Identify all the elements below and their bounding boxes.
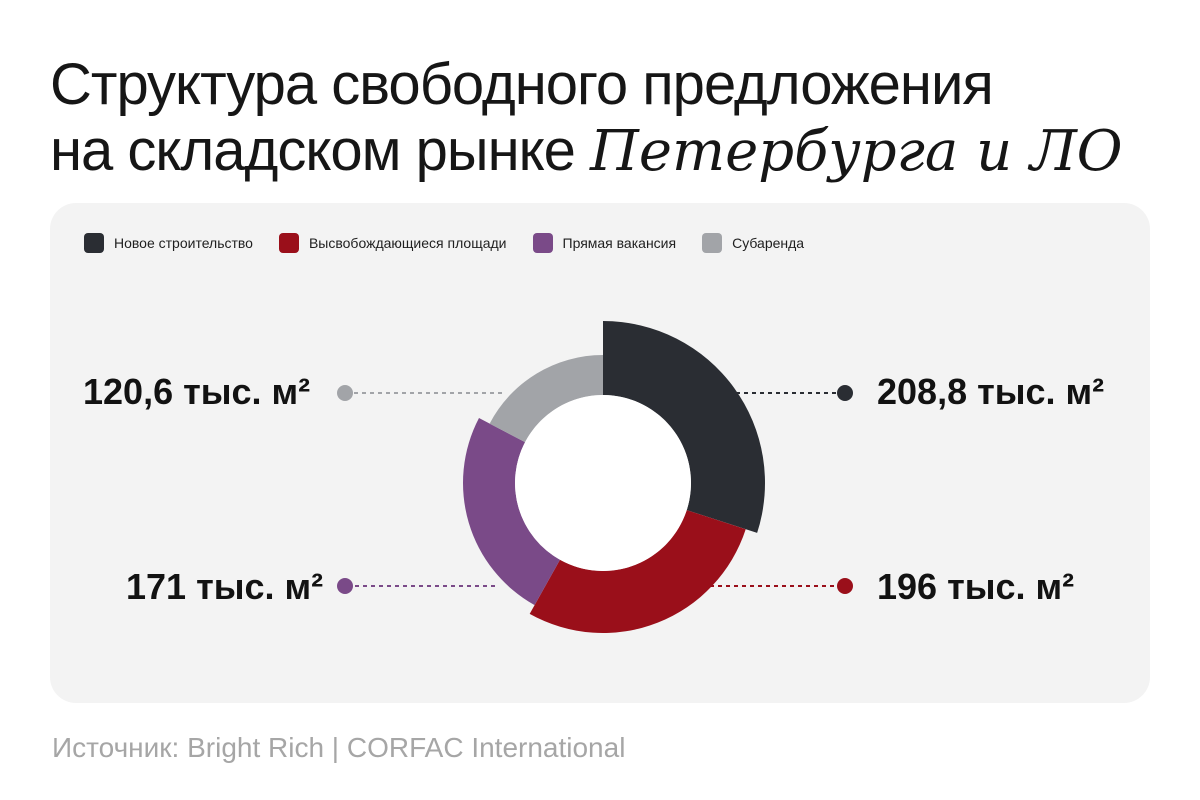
title-line-2-accent: Петербурга и ЛО xyxy=(590,119,1123,184)
legend-item-direct-vacancy: Прямая вакансия xyxy=(532,233,677,253)
slice-new-construction xyxy=(603,321,765,533)
donut-hole xyxy=(515,395,691,571)
value-label-direct-vacancy: 171 тыс. м² xyxy=(126,566,324,607)
chart-legend: Новое строительство Высвобождающиеся пло… xyxy=(84,233,830,253)
legend-swatch-direct-vacancy xyxy=(532,233,553,253)
connector-dot-direct-vacancy xyxy=(337,578,353,594)
title-line-2: на складском рынке Петербурга и ЛО xyxy=(50,118,1123,185)
title-line-2-plain: на складском рынке xyxy=(50,118,591,183)
slice-direct-vacancy xyxy=(463,418,560,606)
legend-item-new-construction: Новое строительство xyxy=(84,233,253,253)
chart-card: Новое строительство Высвобождающиеся пло… xyxy=(50,203,1150,703)
value-label-released-space: 196 тыс. м² xyxy=(877,566,1075,607)
legend-item-sublease: Субаренда xyxy=(702,233,804,253)
source-note: Источник: Bright Rich | CORFAC Internati… xyxy=(52,732,626,763)
page-title: Структура свободного предложения на скла… xyxy=(50,52,1123,185)
title-line-1: Структура свободного предложения xyxy=(50,52,994,117)
legend-label-direct-vacancy: Прямая вакансия xyxy=(562,235,677,251)
connector-dot-released-space xyxy=(837,578,853,594)
connector-dot-sublease xyxy=(337,385,353,401)
legend-label-new-construction: Новое строительство xyxy=(114,235,253,251)
legend-swatch-released-space xyxy=(278,233,299,253)
legend-label-released-space: Высвобождающиеся площади xyxy=(308,235,507,251)
value-label-sublease: 120,6 тыс. м² xyxy=(83,371,311,412)
slice-sublease xyxy=(489,355,603,443)
connector-dot-new-construction xyxy=(837,385,853,401)
slice-released-space xyxy=(529,510,746,633)
legend-label-sublease: Субаренда xyxy=(732,235,805,251)
legend-swatch-new-construction xyxy=(84,233,104,253)
legend-swatch-sublease xyxy=(702,233,723,253)
donut-chart xyxy=(337,321,853,633)
value-label-new-construction: 208,8 тыс. м² xyxy=(877,371,1105,412)
legend-item-released-space: Высвобождающиеся площади xyxy=(278,233,507,253)
